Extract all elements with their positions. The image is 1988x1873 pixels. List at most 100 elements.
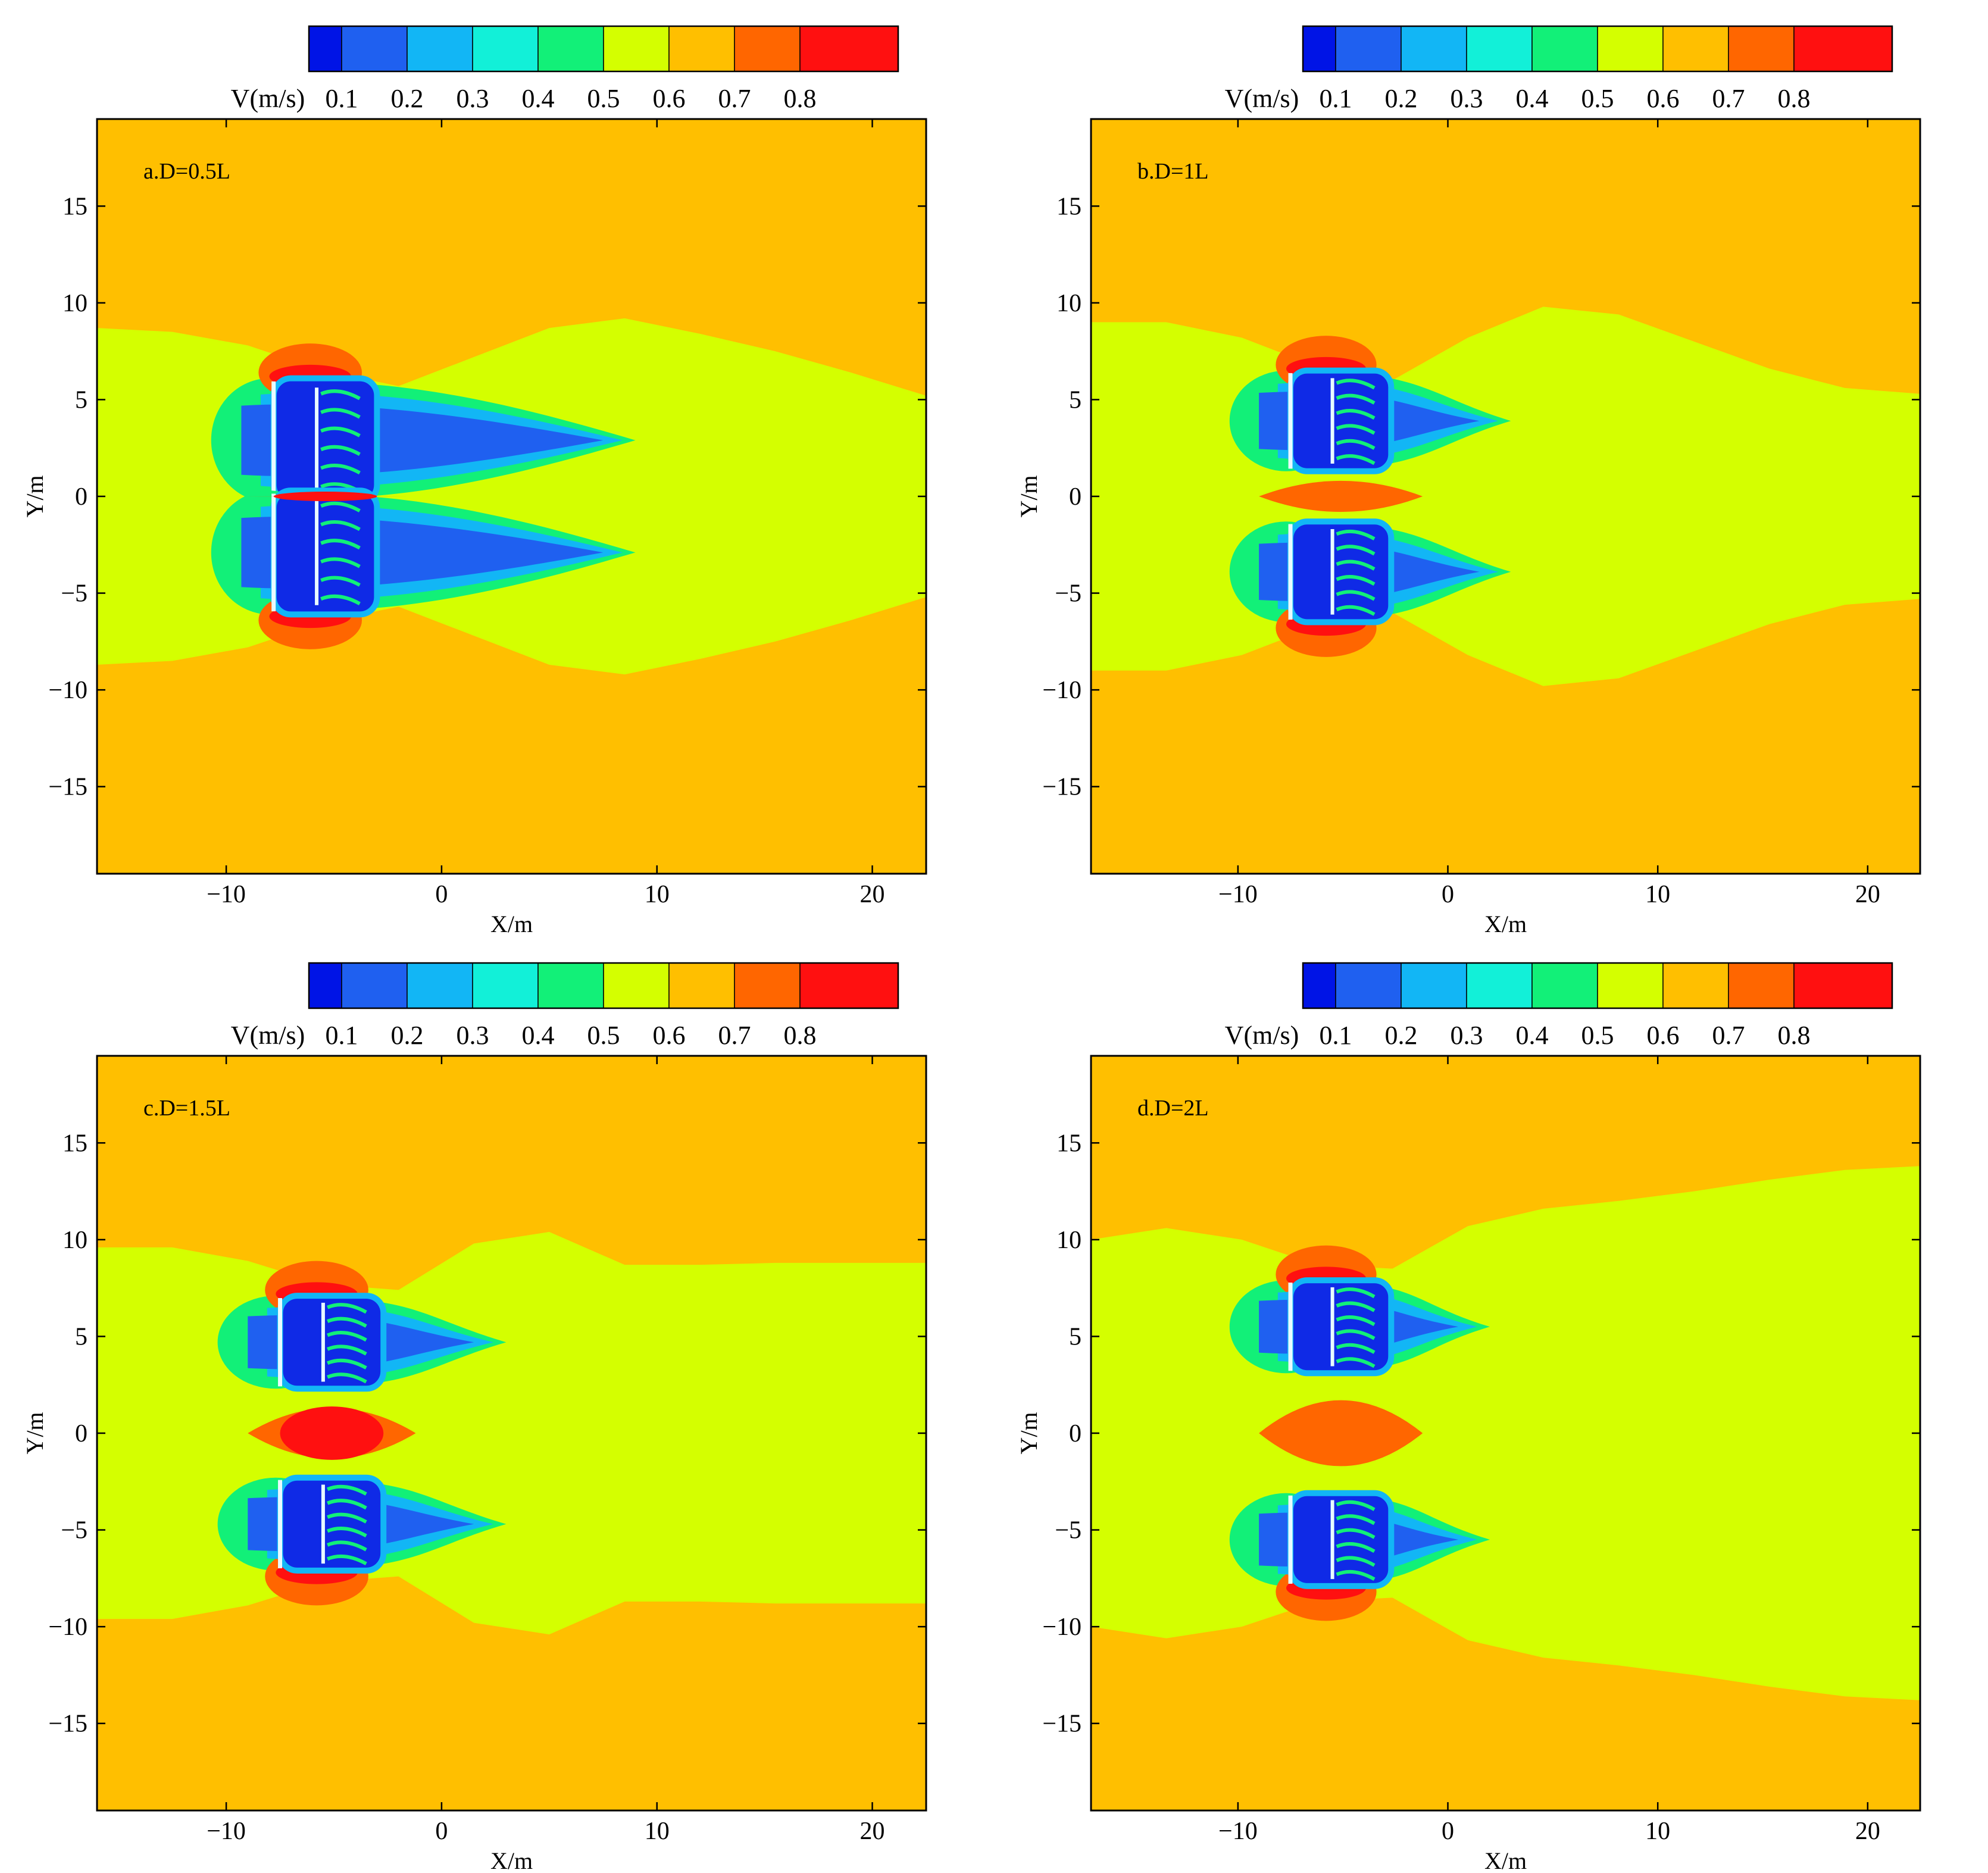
colorbar-tick-label: 0.6 xyxy=(653,1021,686,1050)
vortex-streak xyxy=(1336,1528,1376,1539)
y-tick-label: 0 xyxy=(75,1420,87,1447)
y-tick-label: 10 xyxy=(62,1227,87,1254)
vortex-streak xyxy=(326,1554,367,1565)
y-tick-label: 5 xyxy=(1069,386,1081,414)
panel-label: a.D=0.5L xyxy=(143,159,230,184)
colorbar-swatch xyxy=(1531,962,1598,1009)
colorbar-tick-label: 0.3 xyxy=(457,1021,489,1050)
centerline-peak xyxy=(273,492,377,501)
colorbar-tick-label: 0.7 xyxy=(718,1021,751,1050)
colorbar-tick-label: 0.2 xyxy=(391,1021,424,1050)
vortex-streak xyxy=(320,501,361,512)
colorbar-swatch xyxy=(668,26,735,72)
vortex-streak xyxy=(320,539,361,550)
vortex-streak xyxy=(320,594,361,605)
x-tick-label: −10 xyxy=(207,881,246,908)
x-axis-label: X/m xyxy=(1484,911,1527,937)
vortex-streak xyxy=(1336,1556,1376,1567)
vortex-streak xyxy=(326,1358,367,1369)
panel-label: d.D=2L xyxy=(1137,1096,1209,1121)
y-tick-label: 10 xyxy=(1056,1227,1081,1254)
colorbar-swatch xyxy=(1302,26,1336,72)
contour-panel-a: V(m/s) 0.1 0.2 0.3 0.4 0.5 0.6 0.7 0.8 −10 0 10 20 −1… xyxy=(21,25,927,937)
colorbar-swatch xyxy=(472,962,539,1009)
plot-area xyxy=(1091,1056,1920,1811)
vortex-streak xyxy=(326,1344,367,1356)
y-axis-label: Y/m xyxy=(21,1412,48,1454)
vortex-streak xyxy=(320,464,361,475)
vortex-streak xyxy=(320,426,361,437)
colorbar-swatch xyxy=(1335,962,1402,1009)
colorbar-tick-label: 0.8 xyxy=(1778,1021,1811,1050)
vortex-streak xyxy=(1336,545,1376,556)
x-tick-label: 0 xyxy=(435,1818,448,1845)
colorbar-tick-label: 0.3 xyxy=(1451,1021,1483,1050)
vortex-streak xyxy=(326,1499,367,1510)
vortex-streak xyxy=(1336,605,1376,616)
vortex-streak xyxy=(320,408,361,419)
colorbar-tick-label: 0.3 xyxy=(457,84,489,113)
wake-envelope xyxy=(97,318,926,675)
vortex-streak xyxy=(326,1372,367,1384)
x-tick-label: 20 xyxy=(1855,1818,1880,1845)
colorbar-swatch xyxy=(407,962,473,1009)
vortex-streak xyxy=(1336,454,1376,465)
y-tick-label: 10 xyxy=(1056,290,1081,317)
panel-label: c.D=1.5L xyxy=(143,1096,230,1121)
y-axis-label: Y/m xyxy=(21,475,48,517)
colorbar-tick-label: 0.5 xyxy=(1581,84,1614,113)
colorbar-tick-label: 0.5 xyxy=(1581,1021,1614,1050)
x-axis-label: X/m xyxy=(490,1847,533,1873)
colorbar-swatch xyxy=(603,26,670,72)
recirculation-zone xyxy=(273,490,377,615)
colorbar-swatch xyxy=(1793,962,1893,1009)
colorbar-tick-label: 0.4 xyxy=(1516,84,1549,113)
y-tick-label: 0 xyxy=(75,483,87,511)
wake-envelope xyxy=(97,1231,926,1635)
vortex-streak xyxy=(320,445,361,456)
y-tick-label: −15 xyxy=(48,1711,87,1738)
vortex-streak xyxy=(326,1512,367,1524)
vortex-streak xyxy=(320,576,361,587)
vortex-streak xyxy=(1336,1329,1376,1340)
colorbar-swatch xyxy=(1466,26,1533,72)
colorbar-tick-label: 0.6 xyxy=(653,84,686,113)
colorbar-swatch xyxy=(1597,962,1664,1009)
colorbar-swatch xyxy=(1662,962,1729,1009)
colorbar-swatch xyxy=(537,26,604,72)
contour-panel-b: V(m/s) 0.1 0.2 0.3 0.4 0.5 0.6 0.7 0.8 −10 0 10 20 −1… xyxy=(1015,25,1921,937)
y-tick-label: −15 xyxy=(48,774,87,801)
x-tick-label: 10 xyxy=(645,1818,670,1845)
colorbar-tick-label: 0.4 xyxy=(522,84,555,113)
vortex-streak xyxy=(1336,590,1376,601)
colorbar-tick-label: 0.5 xyxy=(587,84,620,113)
colorbar-tick-label: 0.5 xyxy=(587,1021,620,1050)
y-tick-label: 5 xyxy=(1069,1323,1081,1350)
y-tick-label: 0 xyxy=(1069,1420,1081,1447)
panel-label: b.D=1L xyxy=(1137,159,1209,184)
plot-area xyxy=(1091,119,1920,874)
centerline-jet xyxy=(1259,480,1423,512)
y-tick-label: 10 xyxy=(62,290,87,317)
y-tick-label: 5 xyxy=(75,1323,87,1350)
x-tick-label: 0 xyxy=(435,881,448,908)
wake-envelope xyxy=(1091,1166,1920,1700)
colorbar-swatch xyxy=(407,26,473,72)
colorbar-label: V(m/s) xyxy=(231,84,305,113)
colorbar-swatch xyxy=(1302,962,1336,1009)
vortex-streak xyxy=(1336,1357,1376,1368)
y-tick-label: −10 xyxy=(48,1614,87,1641)
colorbar-swatch xyxy=(1335,26,1402,72)
centerline-peak xyxy=(280,1406,384,1460)
vortex-streak xyxy=(320,389,361,401)
recirculation-zone xyxy=(273,378,377,502)
x-tick-label: −10 xyxy=(207,1818,246,1845)
vortex-streak xyxy=(1336,424,1376,435)
vortex-streak xyxy=(1336,575,1376,586)
plot-area xyxy=(97,1056,926,1811)
vortex-streak xyxy=(1336,393,1376,405)
vortex-streak xyxy=(326,1484,367,1496)
vortex-streak xyxy=(1336,1569,1376,1581)
colorbar-tick-label: 0.1 xyxy=(1320,1021,1352,1050)
colorbar-swatch xyxy=(1531,26,1598,72)
